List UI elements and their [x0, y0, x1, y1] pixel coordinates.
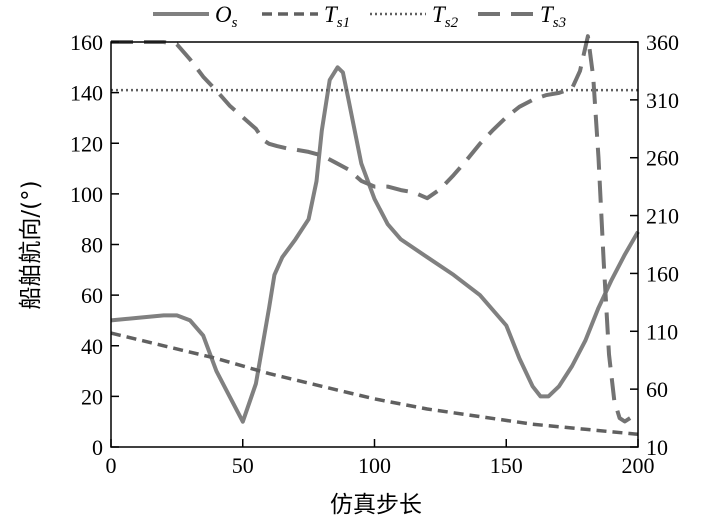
- x-tick-label: 0: [106, 453, 117, 478]
- y2-tick-label: 160: [646, 261, 679, 286]
- y2-tick-label: 210: [646, 204, 679, 229]
- legend: Os Ts1 Ts2 Ts3: [153, 2, 566, 31]
- x-tick-label: 200: [622, 453, 655, 478]
- x-tick-label: 100: [358, 453, 391, 478]
- y-tick-label: 160: [70, 30, 103, 55]
- legend-label-main: T: [432, 2, 447, 27]
- legend-label-3: Ts3: [540, 2, 566, 31]
- legend-label-0: Os: [215, 2, 238, 31]
- y-tick-label: 20: [81, 384, 103, 409]
- y-tick-label: 80: [81, 233, 103, 258]
- y2-tick-label: 310: [646, 88, 679, 113]
- y2-tick-label: 110: [646, 319, 678, 344]
- y-tick-label: 0: [92, 435, 103, 460]
- y-tick-label: 140: [70, 81, 103, 106]
- y-ticks: 0 20 40 60 80 100 120 140 160: [70, 30, 119, 460]
- legend-label-sub: s: [232, 15, 238, 31]
- y2-ticks: 10 60 110 160 210 260 310 360: [630, 30, 679, 460]
- y-axis-title: 船舶航向/(°): [18, 180, 44, 309]
- legend-label-sub: s1: [337, 15, 350, 31]
- legend-label-main: T: [324, 2, 339, 27]
- series-line-1: [110, 331, 639, 437]
- y-tick-label: 60: [81, 283, 103, 308]
- legend-label-sub: s3: [553, 15, 566, 31]
- legend-label-main: O: [215, 2, 232, 27]
- series-layer: [110, 34, 640, 437]
- y-tick-label: 100: [70, 182, 103, 207]
- y-tick-label: 40: [81, 334, 103, 359]
- series-line-0: [110, 65, 640, 424]
- y2-tick-label: 60: [646, 377, 668, 402]
- x-ticks: 0 50 100 150 200: [106, 439, 655, 478]
- y2-tick-label: 10: [646, 435, 668, 460]
- legend-label-main: T: [540, 2, 555, 27]
- series-line-3: [111, 34, 632, 424]
- x-tick-label: 150: [490, 453, 523, 478]
- legend-label-sub: s2: [445, 15, 459, 31]
- x-axis-title: 仿真步长: [330, 492, 422, 518]
- legend-label-2: Ts2: [432, 2, 459, 31]
- x-tick-label: 50: [232, 453, 254, 478]
- y2-tick-label: 260: [646, 146, 679, 171]
- legend-label-1: Ts1: [324, 2, 350, 31]
- y2-tick-label: 360: [646, 30, 679, 55]
- y-tick-label: 120: [70, 131, 103, 156]
